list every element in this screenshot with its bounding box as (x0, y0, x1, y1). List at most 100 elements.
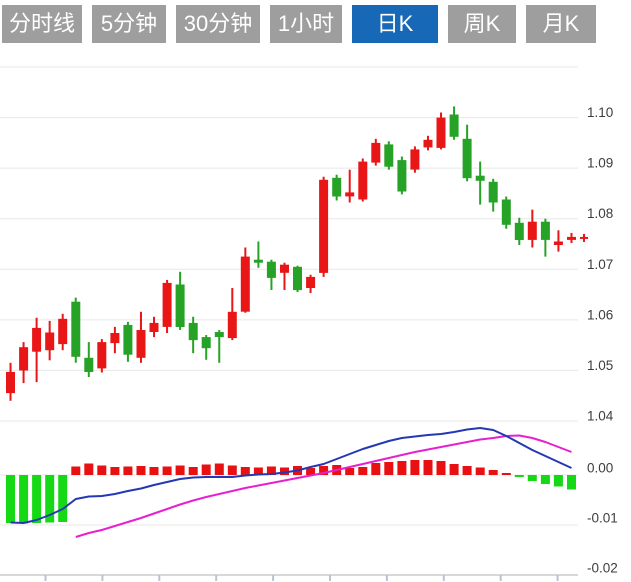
macd-hist-bar (410, 460, 420, 475)
macd-hist-bar (175, 465, 185, 475)
candle-body (345, 192, 355, 197)
candle-body (71, 301, 81, 357)
candle-body (397, 160, 407, 192)
macd-hist-bar (6, 475, 15, 523)
axis-labels: 1.10 1.09 1.08 1.07 1.06 1.05 1.04 0.00 -0.01 -0.… (0, 105, 618, 581)
candle-body (527, 221, 537, 240)
macd-hist-bar (136, 466, 146, 475)
candle-body (32, 327, 42, 352)
candle-body (84, 357, 94, 372)
price-axis-label: 1.07 (587, 257, 613, 272)
dea-line (75, 434, 572, 538)
macd-hist-bar (501, 473, 511, 475)
tab-weekly-k[interactable]: 周K (448, 5, 516, 43)
candle-body (462, 138, 472, 179)
candle-body (410, 149, 420, 170)
macd-hist-bar (540, 475, 550, 484)
macd-hist-bar (371, 463, 381, 475)
macd-hist-bar (19, 475, 29, 524)
macd-axis-label: -0.02 (587, 561, 618, 576)
macd-hist-bar (97, 465, 107, 475)
macd-hist-bar (527, 475, 537, 481)
candle-body (149, 322, 159, 332)
candle-body (540, 221, 550, 240)
tab-minute-line[interactable]: 分时线 (2, 5, 82, 43)
candle-body (501, 199, 511, 225)
candle-body (45, 332, 55, 351)
candle-body (123, 324, 133, 355)
candle-body (58, 318, 68, 345)
tab-daily-k[interactable]: 日K (352, 5, 438, 43)
macd-hist-bar (227, 465, 237, 475)
macd-axis-label: 0.00 (587, 461, 613, 476)
candlestick-series (6, 106, 588, 401)
macd-hist-bar (201, 464, 211, 475)
candle-body (19, 347, 29, 371)
tab-1hour[interactable]: 1小时 (270, 5, 342, 43)
candle-body (384, 144, 394, 167)
macd-hist-bar (488, 470, 498, 475)
candle-body (488, 181, 498, 203)
candle-body (436, 117, 446, 148)
period-tabbar: 分时线 5分钟 30分钟 1小时 日K 周K 月K (2, 5, 596, 43)
price-axis-label: 1.06 (587, 307, 613, 322)
candle-body (97, 342, 107, 369)
price-axis-label: 1.05 (587, 358, 613, 373)
candle-body (514, 222, 524, 240)
macd-hist-bar (188, 467, 198, 475)
price-axis-label: 1.10 (587, 105, 613, 120)
candle-body (201, 337, 211, 349)
macd-hist-bar (319, 466, 329, 475)
candle-body (240, 256, 250, 312)
macd-hist-bar (397, 461, 407, 475)
candle-body (319, 179, 329, 273)
macd-hist-bar (436, 461, 446, 475)
gridlines (0, 66, 578, 526)
macd-hist-bar (266, 466, 276, 475)
candle-body (110, 333, 120, 344)
candle-body (332, 177, 342, 197)
macd-hist-bar (514, 475, 524, 477)
candle-body (162, 282, 172, 327)
macd-hist-bar (358, 467, 368, 475)
macd-hist-bar (149, 467, 159, 475)
price-axis-label: 1.09 (587, 156, 613, 171)
macd-axis-label: -0.01 (587, 511, 618, 526)
candle-body (6, 371, 15, 394)
macd-hist-bar (58, 475, 68, 522)
price-axis-label: 1.08 (587, 206, 613, 221)
tab-monthly-k[interactable]: 月K (526, 5, 596, 43)
macd-hist-bar (162, 466, 172, 475)
candle-body (567, 236, 576, 240)
tab-5min[interactable]: 5分钟 (92, 5, 166, 43)
macd-hist-bar (84, 463, 94, 475)
candle-body (280, 264, 289, 273)
candle-body (188, 322, 198, 341)
macd-hist-bar (449, 464, 459, 475)
candle-body (293, 266, 302, 291)
dif-line (10, 427, 572, 524)
macd-hist-bar (423, 460, 433, 475)
macd-hist-bar (345, 468, 355, 475)
macd-hist-bar (214, 463, 224, 475)
macd-hist-bar (45, 475, 55, 523)
candle-body (214, 332, 224, 338)
candle-body (358, 161, 368, 200)
macd-panel (6, 427, 576, 538)
macd-hist-bar (475, 467, 485, 475)
macd-hist-bar (384, 462, 394, 475)
candle-body (175, 284, 185, 327)
candle-body (253, 259, 263, 263)
candle-body (475, 175, 485, 181)
candle-body (449, 114, 459, 137)
price-axis-label: 1.04 (587, 409, 614, 424)
macd-hist-bar (280, 467, 289, 475)
macd-hist-bar (123, 466, 133, 475)
macd-hist-bar (240, 467, 250, 475)
candle-body (266, 261, 276, 278)
candle-body (553, 241, 563, 245)
tab-30min[interactable]: 30分钟 (176, 5, 260, 43)
candle-body (371, 142, 381, 163)
macd-hist-bar (71, 466, 81, 475)
